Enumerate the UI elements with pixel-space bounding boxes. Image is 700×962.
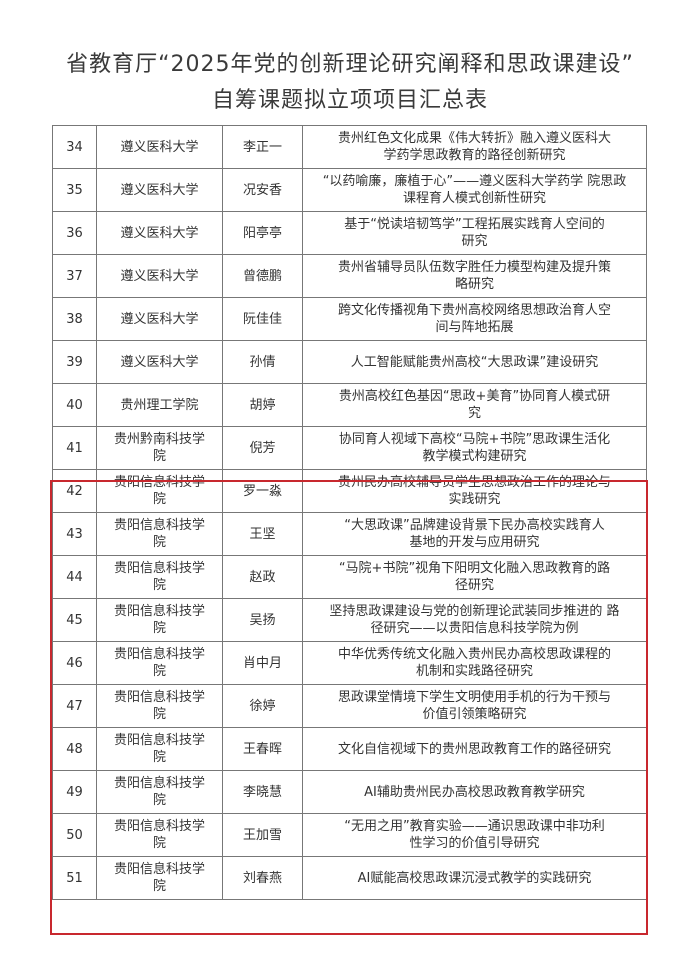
row-number-cell: 39 [52, 340, 97, 384]
unit-cell: 贵阳信息科技学 院 [96, 512, 223, 556]
topic-cell: AI赋能高校思政课沉浸式教学的实践研究 [302, 856, 647, 900]
unit-cell: 贵阳信息科技学 院 [96, 813, 223, 857]
row-number-cell: 45 [52, 598, 97, 642]
unit-cell: 贵阳信息科技学 院 [96, 684, 223, 728]
topic-cell: “无用之用”教育实验——通识思政课中非功利 性学习的价值引导研究 [302, 813, 647, 857]
table-row: 34 遵义医科大学 李正一 贵州红色文化成果《伟大转折》融入遵义医科大 学药学思政教育… [52, 125, 647, 169]
table-row: 49 贵阳信息科技学 院李晓慧 AI辅助贵州民办高校思政教育教学研究 [52, 770, 647, 814]
row-number-cell: 41 [52, 426, 97, 470]
row-number-cell: 46 [52, 641, 97, 685]
topic-cell: 基于“悦读培韧笃学”工程拓展实践育人空间的 研究 [302, 211, 647, 255]
topic-cell: 跨文化传播视角下贵州高校网络思想政治育人空 间与阵地拓展 [302, 297, 647, 341]
row-number-cell: 50 [52, 813, 97, 857]
topic-cell: 贵州民办高校辅导员学生思想政治工作的理论与 实践研究 [302, 469, 647, 513]
unit-cell: 贵阳信息科技学 院 [96, 856, 223, 900]
table-row: 40 贵州理工学院 胡婷 贵州高校红色基因“思政+美育”协同育人模式研 究 [52, 383, 647, 427]
topic-cell: 贵州高校红色基因“思政+美育”协同育人模式研 究 [302, 383, 647, 427]
name-cell: 徐婷 [222, 684, 303, 728]
topic-cell: 协同育人视域下高校“马院+书院”思政课生活化 教学模式构建研究 [302, 426, 647, 470]
name-cell: 罗一淼 [222, 469, 303, 513]
row-number-cell: 37 [52, 254, 97, 298]
unit-cell: 贵州黔南科技学 院 [96, 426, 223, 470]
name-cell: 赵政 [222, 555, 303, 599]
row-number-cell: 47 [52, 684, 97, 728]
unit-cell: 贵阳信息科技学 院 [96, 727, 223, 771]
row-number-cell: 42 [52, 469, 97, 513]
table-row: 43 贵阳信息科技学 院王坚 “大思政课”品牌建设背景下民办高校实践育人 基地的开发… [52, 512, 647, 556]
table-row: 51 贵阳信息科技学 院刘春燕 AI赋能高校思政课沉浸式教学的实践研究 [52, 856, 647, 900]
unit-cell: 遵义医科大学 [96, 168, 223, 212]
name-cell: 倪芳 [222, 426, 303, 470]
row-number-cell: 34 [52, 125, 97, 169]
unit-cell: 遵义医科大学 [96, 254, 223, 298]
name-cell: 李正一 [222, 125, 303, 169]
name-cell: 胡婷 [222, 383, 303, 427]
table-row: 39 遵义医科大学 孙倩 人工智能赋能贵州高校“大思政课”建设研究 [52, 340, 647, 384]
table-row: 50 贵阳信息科技学 院王加雪 “无用之用”教育实验——通识思政课中非功利 性学习的… [52, 813, 647, 857]
row-number-cell: 36 [52, 211, 97, 255]
unit-cell: 贵阳信息科技学 院 [96, 598, 223, 642]
topic-cell: 贵州红色文化成果《伟大转折》融入遵义医科大 学药学思政教育的路径创新研究 [302, 125, 647, 169]
topic-cell: 思政课堂情境下学生文明使用手机的行为干预与 价值引领策略研究 [302, 684, 647, 728]
unit-cell: 贵阳信息科技学 院 [96, 641, 223, 685]
topic-cell: “马院+书院”视角下阳明文化融入思政教育的路 径研究 [302, 555, 647, 599]
topic-cell: 贵州省辅导员队伍数字胜任力模型构建及提升策 略研究 [302, 254, 647, 298]
name-cell: 刘春燕 [222, 856, 303, 900]
table-row: 42 贵阳信息科技学 院罗一淼 贵州民办高校辅导员学生思想政治工作的理论与 实践研究 [52, 469, 647, 513]
document-title-line2: 自筹课题拟立项项目汇总表 [211, 88, 488, 113]
topic-cell: 坚持思政课建设与党的创新理论武装同步推进的 路 径研究——以贵阳信息科技学院为例 [302, 598, 647, 642]
table-row: 45 贵阳信息科技学 院吴扬 坚持思政课建设与党的创新理论武装同步推进的 路 径研究… [52, 598, 647, 642]
unit-cell: 遵义医科大学 [96, 297, 223, 341]
table-row: 37 遵义医科大学 曾德鹏 贵州省辅导员队伍数字胜任力模型构建及提升策 略研究 [52, 254, 647, 298]
table-row: 35 遵义医科大学 况安香 “以药喻廉，廉植于心”——遵义医科大学药学 院思政 课程育… [52, 168, 647, 212]
name-cell: 王加雪 [222, 813, 303, 857]
document-title-line1: 省教育厅“2025年党的创新理论研究阐释和思政课建设” [66, 52, 634, 77]
topic-cell: 中华优秀传统文化融入贵州民办高校思政课程的 机制和实践路径研究 [302, 641, 647, 685]
topic-cell: 人工智能赋能贵州高校“大思政课”建设研究 [302, 340, 647, 384]
name-cell: 吴扬 [222, 598, 303, 642]
topic-cell: AI辅助贵州民办高校思政教育教学研究 [302, 770, 647, 814]
name-cell: 肖中月 [222, 641, 303, 685]
unit-cell: 贵阳信息科技学 院 [96, 770, 223, 814]
table-row: 36 遵义医科大学 阳亭亭 基于“悦读培韧笃学”工程拓展实践育人空间的 研究 [52, 211, 647, 255]
row-number-cell: 44 [52, 555, 97, 599]
project-table: 34 遵义医科大学 李正一 贵州红色文化成果《伟大转折》融入遵义医科大 学药学思政教育… [52, 125, 647, 900]
name-cell: 阮佳佳 [222, 297, 303, 341]
table-row: 38 遵义医科大学 阮佳佳 跨文化传播视角下贵州高校网络思想政治育人空 间与阵地拓展 [52, 297, 647, 341]
name-cell: 孙倩 [222, 340, 303, 384]
table-row: 41 贵州黔南科技学 院倪芳 协同育人视域下高校“马院+书院”思政课生活化 教学模式… [52, 426, 647, 470]
row-number-cell: 49 [52, 770, 97, 814]
name-cell: 阳亭亭 [222, 211, 303, 255]
name-cell: 王坚 [222, 512, 303, 556]
row-number-cell: 48 [52, 727, 97, 771]
unit-cell: 遵义医科大学 [96, 340, 223, 384]
topic-cell: “大思政课”品牌建设背景下民办高校实践育人 基地的开发与应用研究 [302, 512, 647, 556]
row-number-cell: 43 [52, 512, 97, 556]
unit-cell: 贵州理工学院 [96, 383, 223, 427]
topic-cell: “以药喻廉，廉植于心”——遵义医科大学药学 院思政 课程育人模式创新性研究 [302, 168, 647, 212]
row-number-cell: 35 [52, 168, 97, 212]
unit-cell: 贵阳信息科技学 院 [96, 555, 223, 599]
row-number-cell: 51 [52, 856, 97, 900]
row-number-cell: 40 [52, 383, 97, 427]
unit-cell: 贵阳信息科技学 院 [96, 469, 223, 513]
table-row: 44 贵阳信息科技学 院赵政 “马院+书院”视角下阳明文化融入思政教育的路 径研究 [52, 555, 647, 599]
table-row: 47 贵阳信息科技学 院徐婷 思政课堂情境下学生文明使用手机的行为干预与 价值引领策… [52, 684, 647, 728]
unit-cell: 遵义医科大学 [96, 211, 223, 255]
table-row: 48 贵阳信息科技学 院王春晖 文化自信视域下的贵州思政教育工作的路径研究 [52, 727, 647, 771]
name-cell: 况安香 [222, 168, 303, 212]
row-number-cell: 38 [52, 297, 97, 341]
name-cell: 王春晖 [222, 727, 303, 771]
table-row: 46 贵阳信息科技学 院肖中月 中华优秀传统文化融入贵州民办高校思政课程的 机制和实… [52, 641, 647, 685]
name-cell: 曾德鹏 [222, 254, 303, 298]
topic-cell: 文化自信视域下的贵州思政教育工作的路径研究 [302, 727, 647, 771]
unit-cell: 遵义医科大学 [96, 125, 223, 169]
name-cell: 李晓慧 [222, 770, 303, 814]
